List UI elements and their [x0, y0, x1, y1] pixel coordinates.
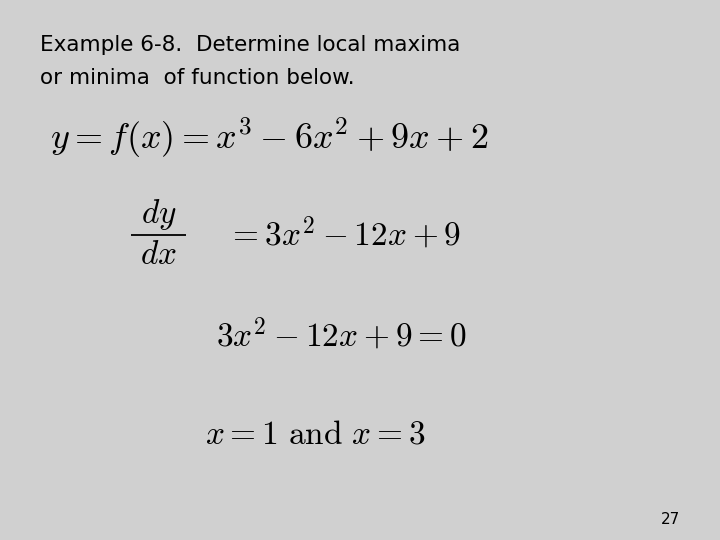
Text: Example 6-8.  Determine local maxima: Example 6-8. Determine local maxima: [40, 35, 460, 55]
Text: $3x^{2} - 12x + 9 = 0$: $3x^{2} - 12x + 9 = 0$: [216, 316, 467, 354]
Text: $= 3x^{2} - 12x + 9$: $= 3x^{2} - 12x + 9$: [227, 215, 461, 253]
Text: or minima  of function below.: or minima of function below.: [40, 68, 354, 87]
Text: $y = f(x) = x^{3} - 6x^{2} + 9x + 2$: $y = f(x) = x^{3} - 6x^{2} + 9x + 2$: [50, 116, 489, 160]
Text: $dy$: $dy$: [140, 197, 176, 232]
Text: $dx$: $dx$: [140, 239, 177, 272]
Text: $x = 1\ \mathrm{and}\ x = 3$: $x = 1\ \mathrm{and}\ x = 3$: [205, 418, 426, 451]
Text: 27: 27: [661, 511, 680, 526]
